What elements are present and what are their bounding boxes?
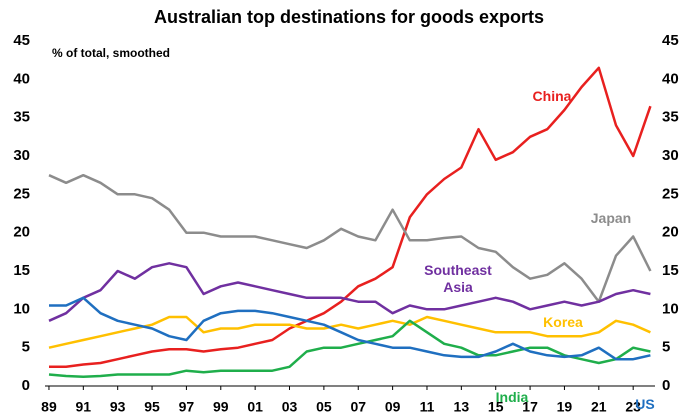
x-tick-label: 93: [110, 399, 126, 415]
y2-tick-label: 40: [662, 70, 679, 87]
y-tick-label: 45: [13, 32, 30, 49]
y2-tick-label: 35: [662, 109, 679, 126]
x-tick-label: 91: [76, 399, 92, 415]
x-tick-label: 89: [41, 399, 57, 415]
x-tick-label: 17: [522, 399, 538, 415]
series-line: [48, 262, 651, 322]
y-tick-label: 20: [13, 224, 30, 241]
y2-tick-label: 5: [662, 339, 670, 356]
y2-tick-label: 10: [662, 300, 679, 317]
y2-tick-label: 45: [662, 32, 679, 49]
x-tick-label: 01: [247, 399, 263, 415]
y2-tick-label: 15: [662, 262, 679, 279]
x-tick-label: 07: [350, 399, 366, 415]
y-tick-label: 0: [22, 377, 30, 394]
y2-tick-label: 0: [662, 377, 670, 394]
x-tick-label: 23: [625, 399, 641, 415]
series-label: Southeast Asia: [424, 262, 492, 295]
x-tick-label: 03: [282, 399, 298, 415]
y-tick-label: 30: [13, 147, 30, 164]
x-tick-label: 13: [454, 399, 470, 415]
series-label: Japan: [590, 209, 632, 226]
series-line: [48, 315, 651, 349]
series-line: [48, 319, 651, 379]
y-tick-label: 15: [13, 262, 30, 279]
x-tick-label: 19: [557, 399, 573, 415]
y2-tick-label: 30: [662, 147, 679, 164]
y-tick-label: 35: [13, 109, 30, 126]
x-tick-label: 11: [420, 399, 435, 415]
y-tick-label: 25: [13, 185, 30, 202]
x-tick-label: 97: [179, 399, 195, 415]
y-tick-label: 5: [22, 339, 30, 356]
x-tick-label: 99: [213, 399, 229, 415]
series-label: China: [532, 87, 572, 104]
series-label: US: [635, 395, 655, 412]
series-label: India: [495, 388, 529, 405]
subtitle: % of total, smoothed: [52, 46, 170, 60]
x-tick-label: 05: [316, 399, 332, 415]
x-tick-label: 95: [144, 399, 160, 415]
x-tick-label: 15: [488, 399, 504, 415]
chart-title: Australian top destinations for goods ex…: [154, 7, 544, 27]
series-line: [49, 66, 652, 369]
x-tick-label: 21: [591, 399, 607, 415]
series-line: [48, 173, 652, 303]
y-tick-label: 40: [13, 70, 30, 87]
y2-tick-label: 25: [662, 185, 679, 202]
series-line: [49, 296, 651, 361]
x-tick-label: 09: [385, 399, 401, 415]
series-label: Korea: [543, 313, 583, 330]
y2-tick-label: 20: [662, 224, 679, 241]
y-tick-label: 10: [13, 300, 30, 317]
